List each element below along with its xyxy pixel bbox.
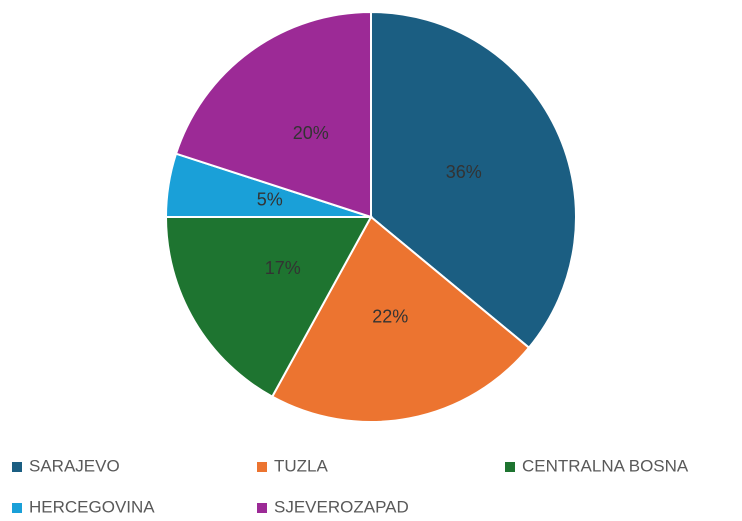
legend-swatch [12, 503, 22, 513]
legend-swatch [257, 503, 267, 513]
pie-slice [174, 10, 372, 219]
data-label: 20% [293, 123, 329, 143]
legend-label: SARAJEVO [29, 456, 120, 475]
legend-label: HERCEGOVINA [29, 497, 155, 516]
pie-slice [270, 215, 531, 423]
data-label: 17% [265, 258, 301, 278]
data-label: 36% [446, 162, 482, 182]
legend-swatch [505, 462, 515, 472]
legend-swatch [12, 462, 22, 472]
legend-swatch [257, 462, 267, 472]
legend-label: TUZLA [274, 456, 329, 475]
data-label: 22% [372, 306, 408, 326]
data-label: 5% [257, 190, 283, 210]
pie-slice [164, 216, 373, 399]
legend-label: SJEVEROZAPAD [274, 497, 409, 516]
pie-slice [370, 10, 577, 350]
legend-label: CENTRALNA BOSNA [522, 456, 689, 475]
